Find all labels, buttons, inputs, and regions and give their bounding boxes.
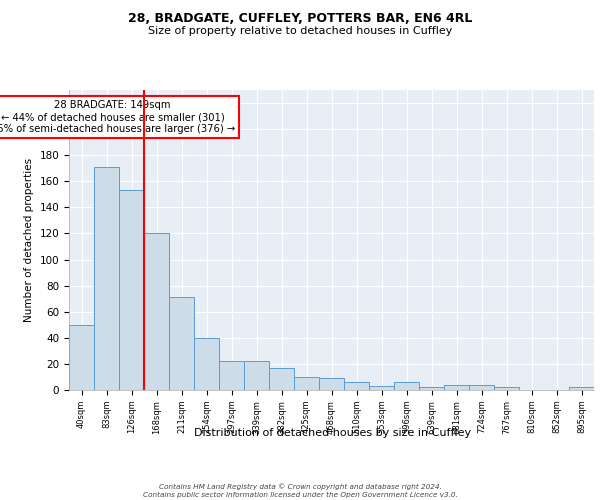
Bar (344, 382, 369, 390)
Text: Contains HM Land Registry data © Crown copyright and database right 2024.
Contai: Contains HM Land Registry data © Crown c… (143, 484, 457, 498)
Bar (244, 362, 269, 390)
Bar (469, 385, 494, 390)
Bar (319, 378, 344, 390)
Bar (194, 338, 219, 390)
Bar (294, 377, 319, 390)
Bar (394, 382, 419, 390)
Text: 28, BRADGATE, CUFFLEY, POTTERS BAR, EN6 4RL: 28, BRADGATE, CUFFLEY, POTTERS BAR, EN6 … (128, 12, 472, 26)
Bar (219, 362, 244, 390)
Text: Distribution of detached houses by size in Cuffley: Distribution of detached houses by size … (194, 428, 472, 438)
Bar (569, 388, 594, 390)
Bar (94, 167, 119, 390)
Bar (369, 386, 394, 390)
Text: Size of property relative to detached houses in Cuffley: Size of property relative to detached ho… (148, 26, 452, 36)
Bar (169, 298, 194, 390)
Bar (444, 385, 469, 390)
Bar (144, 234, 169, 390)
Bar (419, 388, 444, 390)
Bar (494, 388, 519, 390)
Y-axis label: Number of detached properties: Number of detached properties (24, 158, 34, 322)
Bar (119, 190, 144, 390)
Bar (69, 325, 94, 390)
Text: 28 BRADGATE: 149sqm
← 44% of detached houses are smaller (301)
55% of semi-detac: 28 BRADGATE: 149sqm ← 44% of detached ho… (0, 100, 235, 134)
Bar (269, 368, 294, 390)
